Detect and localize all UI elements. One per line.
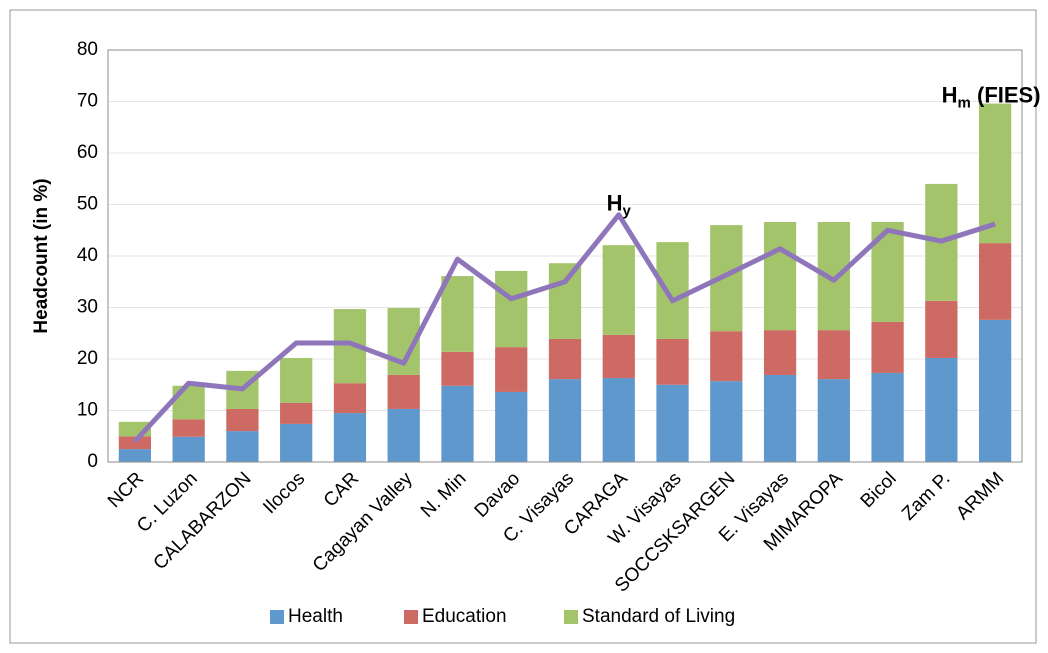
legend-label: Education	[422, 606, 507, 627]
x-tick-label: Bicol	[857, 468, 901, 512]
bar-segment	[118, 449, 152, 462]
bar-segment	[280, 402, 313, 424]
bar-segment	[978, 243, 1012, 320]
bar-segment	[763, 222, 797, 331]
y-tick-label: 80	[77, 39, 98, 60]
annotation-suffix: (FIES)	[971, 82, 1041, 107]
bar-segment	[978, 103, 1012, 244]
bar-segment	[656, 242, 689, 339]
y-tick-label: 0	[87, 451, 98, 472]
bar-segment	[172, 419, 205, 437]
x-tick-label: Zam P.	[898, 468, 954, 524]
annotation-base: H	[942, 82, 958, 107]
x-tick-label: CALABARZON	[150, 468, 256, 574]
y-tick-label: 60	[77, 142, 98, 163]
x-tick-label: CAR	[320, 468, 363, 511]
annotation-sub: m	[958, 94, 971, 111]
bar-segment	[871, 222, 904, 322]
bar-segment	[548, 379, 582, 462]
bar-segment	[871, 372, 904, 462]
bar-segment	[710, 331, 743, 382]
bar-segment	[710, 381, 743, 462]
bar-segment	[387, 374, 420, 409]
annotation: Hy	[607, 190, 632, 219]
y-tick-label: 50	[77, 194, 98, 215]
bar-segment	[333, 383, 367, 414]
bar-segment	[280, 423, 313, 462]
legend-swatch	[270, 610, 284, 624]
bar-segment	[925, 300, 958, 358]
bars	[118, 103, 1012, 462]
bar-segment	[172, 436, 205, 462]
bar-segment	[763, 330, 797, 375]
bar-segment	[226, 408, 259, 432]
bar-segment	[495, 391, 528, 462]
x-tick-label: NCR	[104, 468, 148, 512]
bar-segment	[280, 357, 313, 403]
bar-segment	[548, 263, 582, 339]
chart-frame	[9, 9, 1037, 644]
bar-segment	[817, 379, 850, 462]
y-tick-label: 40	[77, 245, 98, 266]
bar-segment	[548, 338, 582, 380]
x-tick-label: Cagayan Valley	[309, 468, 417, 576]
bar-segment	[817, 330, 850, 380]
annotation-sub: y	[623, 202, 632, 219]
annotation: Hm (FIES)	[942, 82, 1041, 111]
bar-segment	[763, 374, 797, 462]
legend-swatch	[564, 610, 578, 624]
bar-segment	[978, 319, 1012, 462]
bar-segment	[925, 357, 958, 462]
y-tick-label: 70	[77, 91, 98, 112]
legend-swatch	[404, 610, 418, 624]
legend-label: Health	[288, 606, 343, 627]
x-tick-label: ARMM	[952, 468, 1008, 524]
annotation-base: H	[607, 190, 623, 215]
line-series	[133, 212, 996, 444]
y-axis-label: Headcount (in %)	[31, 178, 52, 333]
bar-segment	[602, 245, 635, 335]
y-tick-label: 30	[77, 297, 98, 318]
bar-segment	[226, 431, 259, 462]
plot-frame	[107, 49, 1023, 463]
y-tick-label: 10	[77, 400, 98, 421]
bar-segment	[495, 270, 528, 348]
y-tick-label: 20	[77, 348, 98, 369]
bar-segment	[118, 436, 152, 450]
bar-segment	[441, 351, 474, 386]
x-tick-label: N. Min	[417, 468, 471, 522]
bar-segment	[656, 384, 689, 462]
legend-label: Standard of Living	[582, 606, 735, 627]
bar-segment	[441, 385, 474, 462]
bar-segment	[602, 334, 635, 379]
bar-segment	[387, 408, 420, 462]
bar-segment	[172, 385, 205, 420]
bar-segment	[333, 413, 367, 462]
bar-segment	[602, 378, 635, 462]
bar-segment	[495, 347, 528, 392]
bar-segment	[441, 276, 474, 352]
bar-segment	[656, 338, 689, 385]
bar-segment	[871, 321, 904, 373]
x-tick-label: Ilocos	[259, 468, 309, 518]
